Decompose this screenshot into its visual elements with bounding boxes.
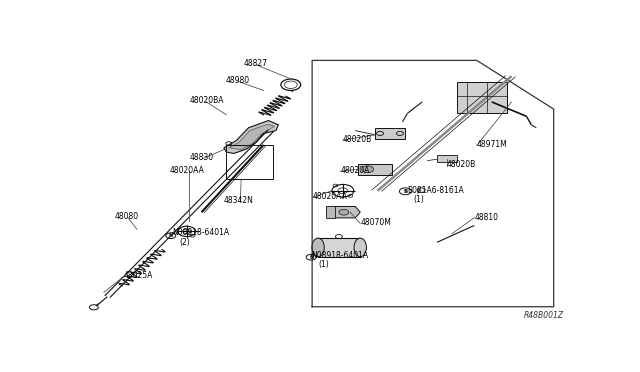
Polygon shape <box>457 82 507 113</box>
Polygon shape <box>229 124 275 150</box>
Circle shape <box>339 209 349 215</box>
Text: N08918-6401A: N08918-6401A <box>312 251 369 260</box>
Text: 48020AA: 48020AA <box>169 166 204 175</box>
Text: N: N <box>169 233 173 238</box>
Text: 48810: 48810 <box>474 212 499 222</box>
Polygon shape <box>224 121 278 154</box>
Text: B081A6-8161A: B081A6-8161A <box>408 186 464 195</box>
Text: 48980: 48980 <box>226 76 250 85</box>
Polygon shape <box>328 206 360 218</box>
Text: 48080: 48080 <box>115 212 139 221</box>
Text: 48020B: 48020B <box>343 135 372 144</box>
Text: 48827: 48827 <box>244 59 268 68</box>
Text: 48020AA: 48020AA <box>313 192 348 201</box>
Text: R48B001Z: R48B001Z <box>524 311 564 320</box>
Bar <box>437 155 457 162</box>
Bar <box>326 206 335 218</box>
Polygon shape <box>318 238 360 257</box>
Text: N08918-6401A: N08918-6401A <box>172 228 229 237</box>
Text: 48971M: 48971M <box>477 140 508 150</box>
Text: 48020BA: 48020BA <box>189 96 224 105</box>
Text: (2): (2) <box>179 238 190 247</box>
Text: 48070M: 48070M <box>360 218 391 227</box>
Text: 48025A: 48025A <box>124 271 153 280</box>
Text: (1): (1) <box>318 260 329 269</box>
Text: 48830: 48830 <box>189 153 214 162</box>
Bar <box>227 145 273 179</box>
Text: N: N <box>309 255 313 260</box>
Polygon shape <box>358 164 392 175</box>
Ellipse shape <box>312 238 324 257</box>
Ellipse shape <box>354 238 367 257</box>
Text: (1): (1) <box>413 195 424 204</box>
Text: 48020A: 48020A <box>340 166 370 175</box>
Text: B: B <box>403 189 408 194</box>
Text: 48020B: 48020B <box>447 160 476 169</box>
Circle shape <box>362 166 374 173</box>
Bar <box>375 128 405 139</box>
Text: 48342N: 48342N <box>224 196 253 205</box>
